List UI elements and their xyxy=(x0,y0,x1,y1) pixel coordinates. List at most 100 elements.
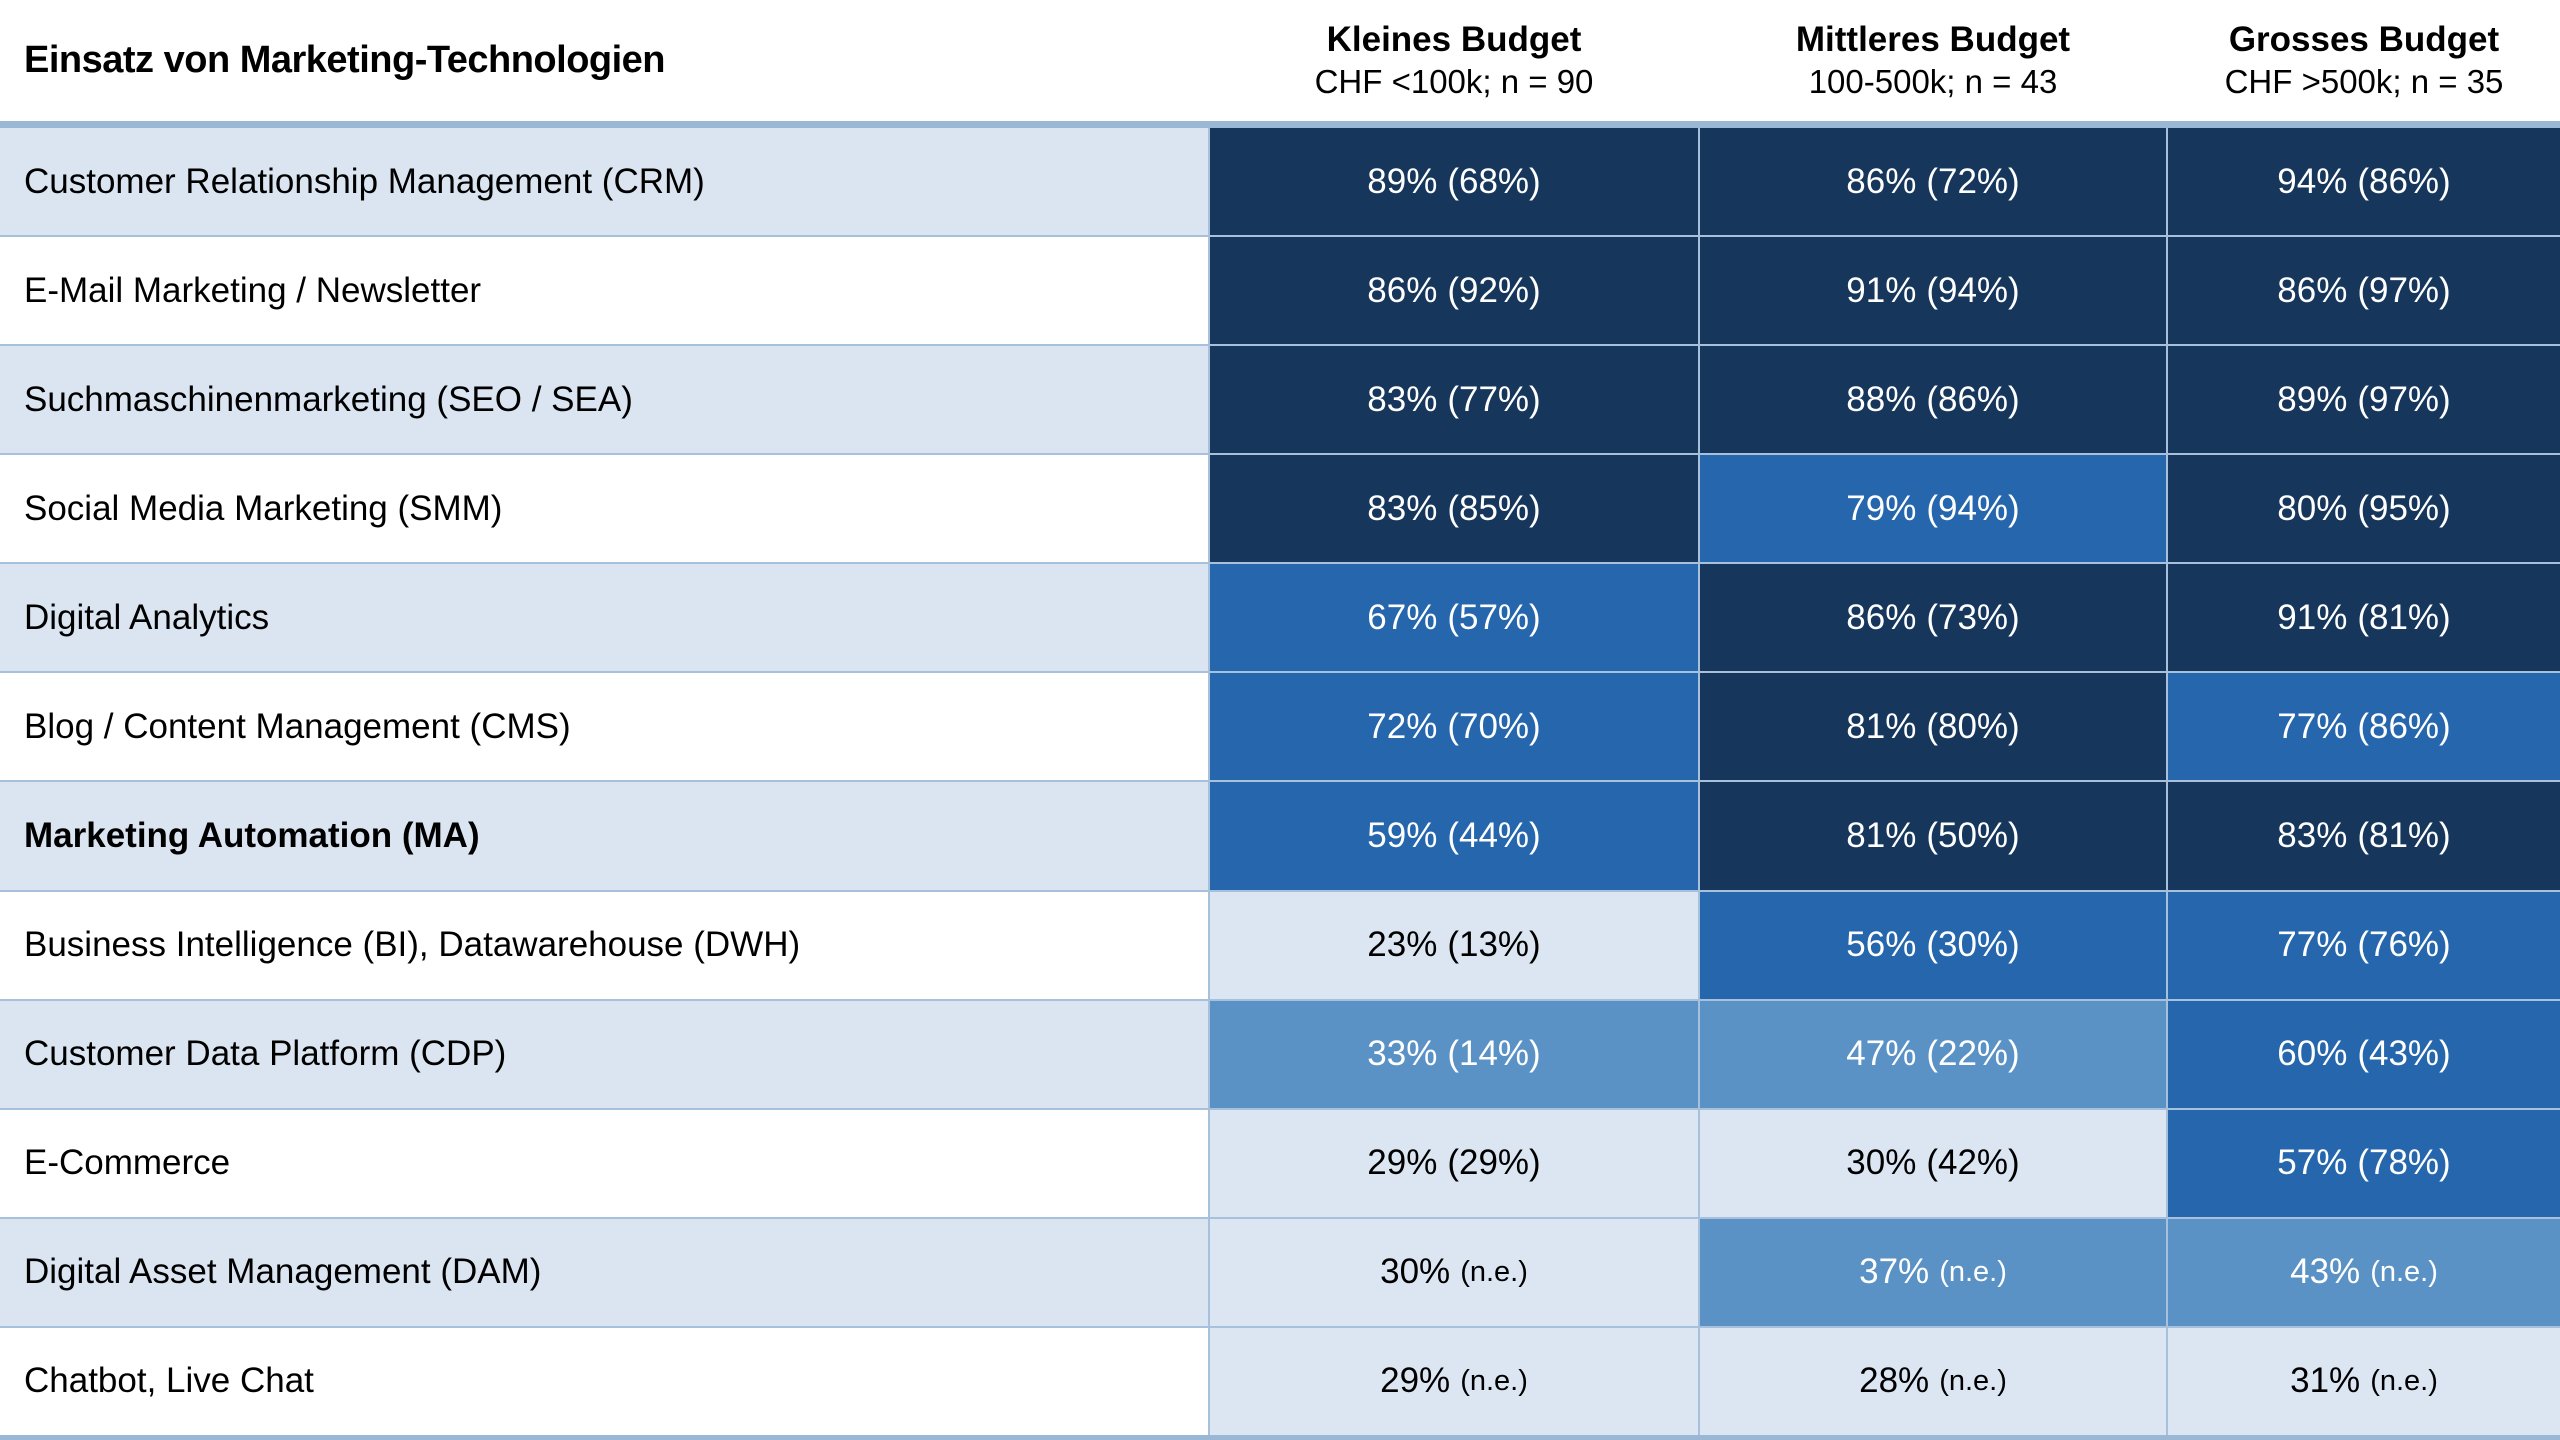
current-value: 86% xyxy=(1846,161,1917,201)
table-title-cell: Einsatz von Marketing-Technologien xyxy=(0,0,1208,121)
column-header-label: Grosses Budget xyxy=(2228,20,2500,60)
previous-value: (n.e.) xyxy=(2370,1364,2438,1397)
value-cell: 30% (n.e.) xyxy=(1210,1218,1698,1326)
value-cell: 29% (29%) xyxy=(1210,1109,1698,1217)
current-value: 31% xyxy=(2290,1361,2361,1401)
previous-value: (29%) xyxy=(1447,1143,1541,1183)
previous-value: (81%) xyxy=(2357,597,2451,637)
previous-value: (92%) xyxy=(1447,270,1541,310)
value-cell: 72% (70%) xyxy=(1210,673,1698,781)
value-cell: 77% (86%) xyxy=(2168,673,2560,781)
table-body: Customer Relationship Management (CRM) 8… xyxy=(0,128,2560,1435)
previous-value: (94%) xyxy=(1926,270,2020,310)
current-value: 67% xyxy=(1367,597,1438,637)
previous-value: (44%) xyxy=(1447,816,1541,855)
current-value: 81% xyxy=(1846,816,1917,855)
value-cell: 33% (14%) xyxy=(1210,1000,1698,1108)
previous-value: (76%) xyxy=(2357,925,2451,965)
table-row: Social Media Marketing (SMM) 83% (85%) 79%… xyxy=(0,455,2560,563)
column-header-medium-budget: Mittleres Budget 100-500k; n = 43 xyxy=(1700,0,2166,121)
value-cell: 94% (86%) xyxy=(2168,128,2560,236)
value-cell: 83% (77%) xyxy=(1210,346,1698,454)
current-value: 83% xyxy=(1367,488,1438,528)
value-cell: 89% (97%) xyxy=(2168,346,2560,454)
row-label: Business Intelligence (BI), Datawarehous… xyxy=(0,891,1208,999)
table-row: Chatbot, Live Chat 29% (n.e.) 28% (n.e.) 31%… xyxy=(0,1327,2560,1435)
footer-divider-band xyxy=(0,1435,2560,1440)
value-cell: 86% (92%) xyxy=(1210,237,1698,345)
value-cell: 91% (94%) xyxy=(1700,237,2166,345)
previous-value: (72%) xyxy=(1926,161,2020,201)
current-value: 60% xyxy=(2277,1034,2348,1074)
previous-value: (86%) xyxy=(2357,706,2451,746)
row-label: E-Mail Marketing / Newsletter xyxy=(0,237,1208,345)
current-value: 79% xyxy=(1846,488,1917,528)
current-value: 33% xyxy=(1367,1034,1438,1074)
previous-value: (78%) xyxy=(2357,1143,2451,1183)
row-label: Marketing Automation (MA) xyxy=(0,782,1208,890)
previous-value: (86%) xyxy=(1926,379,2020,419)
column-header-large-budget: Grosses Budget CHF >500k; n = 35 xyxy=(2168,0,2560,121)
value-cell: 80% (95%) xyxy=(2168,455,2560,563)
header-divider-band xyxy=(0,121,2560,128)
row-label: Chatbot, Live Chat xyxy=(0,1327,1208,1435)
previous-value: (n.e.) xyxy=(2370,1255,2438,1288)
current-value: 30% xyxy=(1380,1252,1451,1292)
current-value: 86% xyxy=(2277,270,2348,310)
value-cell: 86% (97%) xyxy=(2168,237,2560,345)
current-value: 91% xyxy=(1846,270,1917,310)
value-cell: 89% (68%) xyxy=(1210,128,1698,236)
value-cell: 60% (43%) xyxy=(2168,1000,2560,1108)
current-value: 81% xyxy=(1846,706,1917,746)
value-cell: 28% (n.e.) xyxy=(1700,1327,2166,1435)
table-row: Business Intelligence (BI), Datawarehous… xyxy=(0,891,2560,999)
previous-value: (n.e.) xyxy=(1460,1364,1528,1397)
current-value: 29% xyxy=(1367,1143,1438,1183)
previous-value: (n.e.) xyxy=(1939,1364,2007,1397)
current-value: 57% xyxy=(2277,1143,2348,1183)
column-header-label: Kleines Budget xyxy=(1326,20,1582,60)
current-value: 86% xyxy=(1367,270,1438,310)
current-value: 29% xyxy=(1380,1361,1451,1401)
previous-value: (42%) xyxy=(1926,1143,2020,1183)
value-cell: 79% (94%) xyxy=(1700,455,2166,563)
table-title: Einsatz von Marketing-Technologien xyxy=(24,39,666,81)
column-header-subtitle: 100-500k; n = 43 xyxy=(1808,62,2058,100)
row-label: Digital Analytics xyxy=(0,564,1208,672)
table-row: Digital Analytics 67% (57%) 86% (73%) 91% (81… xyxy=(0,564,2560,672)
value-cell: 29% (n.e.) xyxy=(1210,1327,1698,1435)
current-value: 72% xyxy=(1367,706,1438,746)
previous-value: (85%) xyxy=(1447,488,1541,528)
previous-value: (70%) xyxy=(1447,706,1541,746)
table-row: Digital Asset Management (DAM) 30% (n.e.)… xyxy=(0,1218,2560,1326)
current-value: 77% xyxy=(2277,925,2348,965)
previous-value: (22%) xyxy=(1926,1034,2020,1074)
table-row: Customer Data Platform (CDP) 33% (14%) 47%… xyxy=(0,1000,2560,1108)
table-row: Suchmaschinenmarketing (SEO / SEA) 83% (7… xyxy=(0,346,2560,454)
current-value: 88% xyxy=(1846,379,1917,419)
value-cell: 81% (50%) xyxy=(1700,782,2166,890)
value-cell: 67% (57%) xyxy=(1210,564,1698,672)
current-value: 89% xyxy=(1367,161,1438,201)
value-cell: 56% (30%) xyxy=(1700,891,2166,999)
table-row: Blog / Content Management (CMS) 72% (70%)… xyxy=(0,673,2560,781)
value-cell: 57% (78%) xyxy=(2168,1109,2560,1217)
previous-value: (81%) xyxy=(2357,816,2451,855)
column-header-subtitle: CHF >500k; n = 35 xyxy=(2224,62,2504,100)
row-label: Social Media Marketing (SMM) xyxy=(0,455,1208,563)
row-label: Customer Relationship Management (CRM) xyxy=(0,128,1208,236)
column-header-subtitle: CHF <100k; n = 90 xyxy=(1314,62,1594,100)
previous-value: (86%) xyxy=(2357,161,2451,201)
current-value: 86% xyxy=(1846,597,1917,637)
previous-value: (73%) xyxy=(1926,597,2020,637)
previous-value: (13%) xyxy=(1447,925,1541,965)
previous-value: (97%) xyxy=(2357,270,2451,310)
current-value: 89% xyxy=(2277,379,2348,419)
table-row: Marketing Automation (MA) 59% (44%) 81% (50… xyxy=(0,782,2560,890)
value-cell: 47% (22%) xyxy=(1700,1000,2166,1108)
value-cell: 83% (85%) xyxy=(1210,455,1698,563)
current-value: 37% xyxy=(1859,1252,1930,1292)
value-cell: 91% (81%) xyxy=(2168,564,2560,672)
current-value: 59% xyxy=(1367,816,1438,855)
row-label: E-Commerce xyxy=(0,1109,1208,1217)
